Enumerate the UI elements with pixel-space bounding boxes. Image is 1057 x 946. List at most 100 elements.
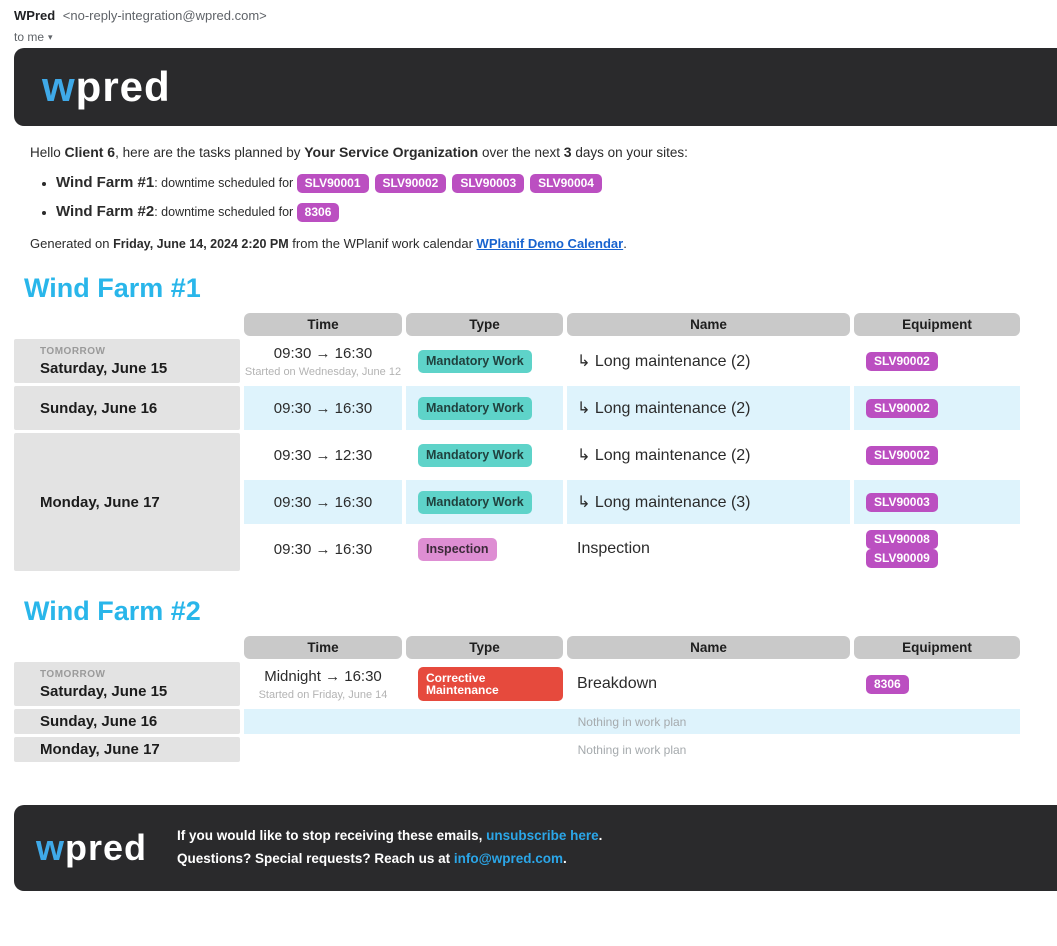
generated-line: Generated on Friday, June 14, 2024 2:20 … — [30, 236, 1057, 251]
equipment-badge: SLV90003 — [866, 492, 938, 512]
equipment-badge: SLV90002 — [866, 351, 938, 371]
unsubscribe-link[interactable]: unsubscribe here — [486, 828, 599, 844]
table-row: TOMORROW Saturday, June 15 09:30 → 16:30 St… — [14, 339, 1020, 384]
time-cell: Midnight → 16:30 Started on Friday, June … — [244, 662, 402, 707]
site-bullet-label: : downtime scheduled for — [154, 176, 297, 190]
type-cell: Corrective Maintenance — [406, 662, 563, 707]
task-name-cell: Breakdown — [567, 662, 850, 707]
table-row: 09:30 → 16:30 Mandatory Work ↳ Long mainte… — [14, 480, 1020, 525]
time-cell: 09:30 → 16:30 — [244, 527, 402, 572]
time-cell: 09:30 → 16:30 Started on Wednesday, June … — [244, 339, 402, 384]
footer-text: If you would like to stop receiving thes… — [177, 825, 602, 871]
recipient-dropdown[interactable]: to me ▾ — [14, 30, 53, 44]
site-name: Wind Farm #1 — [56, 174, 155, 191]
contact-email-link[interactable]: info@wpred.com — [453, 851, 564, 867]
column-header: Time — [244, 636, 402, 660]
empty-plan-cell: Nothing in work plan — [244, 709, 1020, 735]
date-cell: TOMORROW Saturday, June 15 — [14, 662, 240, 707]
date-cell: Sunday, June 16 — [14, 386, 240, 431]
equipment-badge: SLV90003 — [452, 174, 525, 194]
date-text: Sunday, June 16 — [40, 713, 158, 731]
empty-plan-cell: Nothing in work plan — [244, 737, 1020, 763]
table-row: Monday, June 17 Nothing in work plan — [14, 737, 1020, 763]
intro-block: Hello Client 6, here are the tasks plann… — [0, 126, 1057, 251]
task-name-cell: ↳ Long maintenance (2) — [567, 386, 850, 431]
sender-address: <no-reply-integration@wpred.com> — [62, 8, 267, 23]
generated-text: from the WPlanif work calendar — [288, 236, 477, 252]
table-row: Sunday, June 16 Nothing in work plan — [14, 709, 1020, 735]
time-cell: 09:30 → 16:30 — [244, 480, 402, 525]
table-row: TOMORROW Saturday, June 15 Midnight → 16:3… — [14, 662, 1020, 707]
time-range: 09:30 → 16:30 — [273, 344, 373, 362]
greeting-text: Hello — [30, 145, 65, 160]
logo-w: w — [42, 63, 76, 110]
date-text: Monday, June 17 — [40, 741, 160, 759]
footer-line-text: Questions? Special requests? Reach us at — [177, 851, 454, 867]
type-cell: Mandatory Work — [406, 386, 563, 431]
equipment-badge: SLV90001 — [296, 174, 369, 194]
equipment-cell: SLV90002 — [854, 386, 1020, 431]
type-badge: Inspection — [418, 538, 497, 561]
header-spacer — [14, 313, 240, 336]
equipment-badge: SLV90002 — [866, 398, 938, 418]
day-label: TOMORROW — [40, 668, 106, 680]
table-row: Sunday, June 16 09:30 → 16:30 Mandatory Wo… — [14, 386, 1020, 431]
site-name: Wind Farm #2 — [56, 203, 155, 221]
date-text: Saturday, June 15 — [40, 682, 168, 700]
logo-w: w — [36, 827, 66, 869]
time-range: Midnight → 16:30 — [264, 667, 382, 685]
table-row: 09:30 → 16:30 Inspection Inspection SLV9000… — [14, 527, 1020, 572]
greeting: Hello Client 6, here are the tasks plann… — [30, 144, 1057, 160]
greeting-text: over the next — [478, 145, 564, 160]
column-header: Name — [567, 313, 850, 337]
column-header: Type — [406, 313, 563, 337]
days-count: 3 — [563, 144, 572, 160]
task-name-cell: ↳ Long maintenance (2) — [567, 339, 850, 384]
time-range: 09:30 → 12:30 — [273, 446, 373, 464]
calendar-link[interactable]: WPlanif Demo Calendar — [476, 236, 624, 252]
section-wind-farm-1: Wind Farm #1 Time Type Name Equipment TOMOR… — [0, 273, 1057, 574]
day-label: TOMORROW — [40, 345, 106, 357]
section-wind-farm-2: Wind Farm #2 Time Type Name Equipment TOMOR… — [0, 596, 1057, 765]
chevron-down-icon: ▾ — [48, 31, 53, 42]
footer-line-text: If you would like to stop receiving thes… — [177, 828, 487, 844]
type-cell: Inspection — [406, 527, 563, 572]
brand-banner: wpred — [14, 48, 1057, 126]
site-bullet: Wind Farm #1: downtime scheduled for SLV… — [56, 174, 1057, 194]
column-header: Time — [244, 313, 402, 337]
task-name-cell: ↳ Long maintenance (3) — [567, 480, 850, 525]
greeting-text: , here are the tasks planned by — [115, 145, 305, 160]
site-bullet: Wind Farm #2: downtime scheduled for 830… — [56, 203, 1057, 223]
type-cell: Mandatory Work — [406, 339, 563, 384]
contact-line: Questions? Special requests? Reach us at… — [177, 848, 602, 871]
equipment-badge: SLV90009 — [866, 549, 938, 569]
table-row: Monday, June 17 09:30 → 12:30 Mandatory Wo… — [14, 433, 1020, 572]
equipment-cell: SLV90003 — [854, 480, 1020, 525]
type-badge: Mandatory Work — [418, 350, 532, 373]
footer-banner: wpred If you would like to stop receivin… — [14, 805, 1057, 892]
time-range: 09:30 → 16:30 — [273, 493, 373, 511]
equipment-cell: SLV90008SLV90009 — [854, 527, 1020, 572]
logo-pred: pred — [75, 63, 171, 110]
equipment-badge: SLV90008 — [866, 530, 938, 550]
generated-date: Friday, June 14, 2024 2:20 PM — [113, 237, 289, 252]
equipment-badge: SLV90002 — [374, 174, 447, 194]
equipment-cell: 8306 — [854, 662, 1020, 707]
equipment-badge: SLV90002 — [866, 445, 938, 465]
task-name-cell: Inspection — [567, 527, 850, 572]
date-text: Sunday, June 16 — [40, 399, 158, 417]
section-title: Wind Farm #2 — [24, 596, 201, 627]
date-cell: Sunday, June 16 — [14, 709, 240, 735]
sender-line: WPred <no-reply-integration@wpred.com> — [14, 8, 1057, 23]
work-plan-table: Time Type Name Equipment TOMORROW Saturday, … — [10, 310, 1024, 574]
wpred-logo: wpred — [42, 66, 171, 108]
time-cell: 09:30 → 16:30 — [244, 386, 402, 431]
type-cell: Mandatory Work — [406, 433, 563, 478]
work-plan-table: Time Type Name Equipment TOMORROW Saturday, … — [10, 633, 1024, 765]
wpred-logo-footer: wpred — [36, 830, 147, 866]
site-bullet-list: Wind Farm #1: downtime scheduled for SLV… — [56, 174, 1057, 223]
footer-line-text: . — [563, 851, 567, 867]
time-range: 09:30 → 16:30 — [273, 540, 373, 558]
time-note: Started on Wednesday, June 12 — [244, 365, 402, 378]
task-name-cell: ↳ Long maintenance (2) — [567, 433, 850, 478]
